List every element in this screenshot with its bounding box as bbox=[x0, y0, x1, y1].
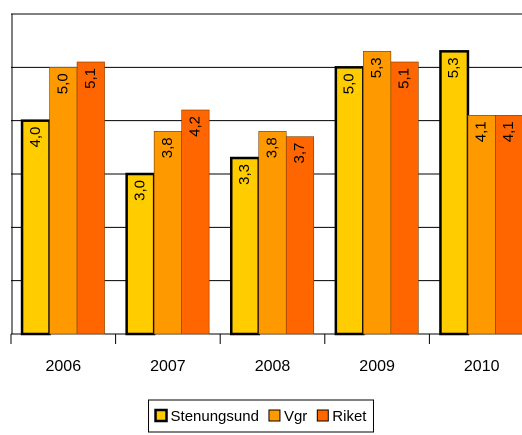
x-tick-label: 2009 bbox=[359, 358, 395, 375]
bar bbox=[230, 156, 260, 336]
data-label: 5,3 bbox=[368, 57, 385, 78]
data-label: 3,7 bbox=[291, 143, 308, 164]
data-label: 5,0 bbox=[341, 73, 358, 94]
x-tick-label: 2008 bbox=[255, 358, 291, 375]
legend-swatch bbox=[154, 408, 168, 423]
bar bbox=[495, 115, 522, 335]
bar bbox=[467, 115, 496, 335]
bar bbox=[20, 119, 51, 336]
data-label: 5,0 bbox=[54, 73, 71, 94]
bar bbox=[153, 131, 182, 335]
bar bbox=[285, 136, 315, 335]
legend-label: Vgr bbox=[284, 408, 307, 425]
x-tick-label: 2007 bbox=[150, 358, 186, 375]
bar bbox=[181, 109, 210, 335]
data-label: 5,1 bbox=[396, 68, 413, 89]
legend-label: Riket bbox=[332, 408, 367, 425]
legend-label: Stenungsund bbox=[171, 408, 259, 425]
bar bbox=[363, 51, 392, 335]
legend-box bbox=[148, 399, 374, 433]
bar bbox=[76, 61, 105, 335]
data-label: 4,2 bbox=[186, 116, 203, 137]
legend: Stenungsund Vgr Riket bbox=[148, 399, 374, 433]
x-tick-label: 2006 bbox=[46, 358, 82, 375]
data-label: 5,3 bbox=[445, 57, 462, 78]
data-label: 3,8 bbox=[263, 137, 280, 158]
data-label: 3,8 bbox=[159, 137, 176, 158]
x-tick-label: 2010 bbox=[464, 358, 500, 375]
data-label: 4,0 bbox=[27, 127, 44, 148]
data-label: 4,1 bbox=[473, 121, 490, 142]
bar bbox=[49, 67, 78, 335]
data-label: 3,0 bbox=[131, 180, 148, 201]
data-label: 4,1 bbox=[500, 121, 517, 142]
bar bbox=[390, 61, 419, 335]
bar bbox=[439, 50, 470, 336]
legend-swatch bbox=[268, 409, 281, 422]
data-label: 3,3 bbox=[236, 164, 253, 185]
bar bbox=[258, 131, 287, 335]
bar bbox=[334, 66, 365, 336]
data-label: 5,1 bbox=[82, 68, 99, 89]
legend-swatch bbox=[316, 409, 329, 422]
